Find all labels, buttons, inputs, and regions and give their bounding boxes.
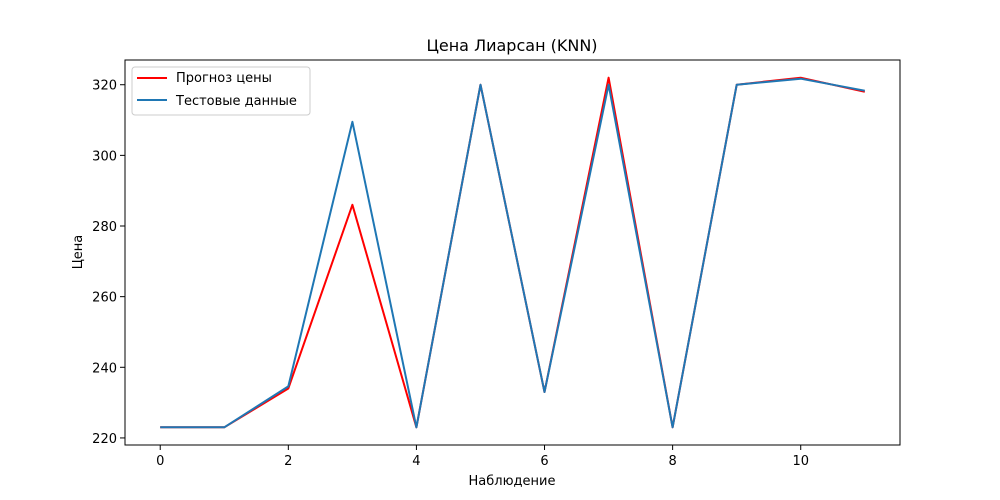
legend-box [131,66,311,116]
x-tick-label: 6 [540,454,548,469]
y-axis-label: Цена [71,235,86,270]
y-tick-label: 260 [92,291,117,306]
series-layer [160,76,866,429]
x-tick-label: 4 [412,454,420,469]
legend-label-prediction: Прогноз цены [176,71,272,86]
y-tick-label: 320 [92,79,117,94]
x-tick-label: 0 [156,454,164,469]
axes-layer [124,59,901,446]
x-tick-label: 2 [284,454,292,469]
y-tick-label: 220 [92,432,117,447]
legend-label-test: Тестовые данные [175,94,297,109]
x-axis-label: Наблюдение [469,474,556,489]
y-tick-label: 240 [92,361,117,376]
x-axis-ticks: 0 2 4 6 8 10 [156,445,809,469]
y-tick-label: 280 [92,220,117,235]
x-tick-label: 8 [668,454,676,469]
x-tick-label: 10 [792,454,809,469]
series-line-1 [160,77,865,429]
legend: Прогноз цены Тестовые данные [131,66,311,116]
y-axis-ticks: 220 240 260 280 300 320 [92,79,125,447]
plot-frame [124,59,901,446]
y-tick-label: 300 [92,149,117,164]
chart-title: Цена Лиарсан (KNN) [426,36,597,55]
